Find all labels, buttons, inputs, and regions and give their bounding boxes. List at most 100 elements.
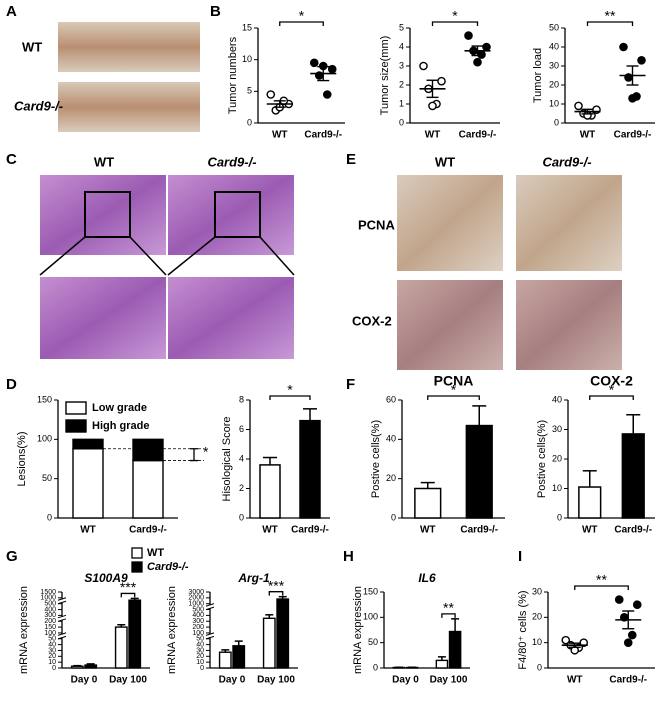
panel-label: D bbox=[6, 376, 17, 393]
axis-break-mark bbox=[57, 635, 67, 640]
y-tick-label: 20 bbox=[386, 473, 396, 483]
data-point bbox=[309, 58, 319, 68]
photo bbox=[58, 22, 200, 72]
y-tick-label: 5 bbox=[399, 22, 404, 32]
axis-break-mark bbox=[57, 614, 67, 619]
y-tick-label: 100 bbox=[44, 630, 56, 637]
y-tick-label: 20 bbox=[552, 453, 562, 463]
significance-bracket bbox=[190, 448, 198, 462]
bar-segment bbox=[132, 438, 164, 462]
y-axis-label: Postive cells(%) bbox=[370, 420, 382, 498]
zoom-line bbox=[167, 236, 216, 276]
bar bbox=[465, 424, 493, 519]
x-tick-label: Day 0 bbox=[219, 675, 246, 686]
significance-label: * bbox=[203, 443, 209, 459]
data-point bbox=[266, 90, 276, 99]
bar bbox=[299, 419, 321, 519]
y-tick-label: 150 bbox=[44, 624, 56, 631]
data-point bbox=[619, 42, 628, 52]
photo bbox=[516, 280, 622, 370]
bar bbox=[114, 626, 128, 669]
bar-segment bbox=[72, 438, 104, 450]
significance-label: * bbox=[287, 382, 293, 398]
y-tick-label: 2000 bbox=[188, 595, 204, 602]
photo bbox=[40, 277, 166, 359]
y-tick-label: 0 bbox=[247, 117, 252, 127]
data-point bbox=[327, 64, 337, 74]
x-tick-label: Card9-/- bbox=[459, 130, 497, 141]
y-tick-label: 40 bbox=[549, 41, 559, 51]
x-tick-label: Card9-/- bbox=[460, 525, 498, 536]
y-tick-label: 300 bbox=[192, 618, 204, 625]
zoom-line bbox=[129, 236, 167, 276]
zoom-line bbox=[259, 236, 295, 276]
y-tick-label: 10 bbox=[196, 659, 204, 666]
y-tick-label: 3000 bbox=[188, 589, 204, 596]
panel-label: E bbox=[346, 151, 356, 168]
y-tick-label: 10 bbox=[242, 54, 252, 64]
axis-break-mark bbox=[205, 635, 215, 640]
significance-bracket bbox=[269, 395, 311, 400]
x-tick-label: Card9-/- bbox=[304, 130, 342, 141]
y-tick-label: 3 bbox=[399, 60, 404, 70]
x-tick-label: Day 100 bbox=[257, 675, 295, 686]
significance-bracket bbox=[120, 592, 136, 598]
y-axis-label: Lesions(%) bbox=[16, 431, 28, 486]
x-tick-label: Day 100 bbox=[109, 675, 147, 686]
axis-break-mark bbox=[57, 632, 67, 636]
y-tick-label: 0 bbox=[554, 117, 559, 127]
y-tick-label: 10 bbox=[549, 98, 559, 108]
bar bbox=[414, 487, 442, 519]
panel-label: C bbox=[6, 151, 17, 168]
significance-bracket bbox=[431, 21, 479, 26]
chart-title: Arg-1 bbox=[237, 571, 270, 585]
y-tick-label: 1 bbox=[399, 98, 404, 108]
data-point bbox=[574, 101, 583, 111]
axis-break-mark bbox=[57, 597, 67, 601]
y-tick-label: 10 bbox=[48, 659, 56, 666]
y-tick-label: 0 bbox=[47, 512, 52, 522]
column-label: WT bbox=[94, 154, 114, 169]
data-point bbox=[473, 57, 482, 67]
legend-swatch bbox=[65, 419, 87, 433]
axis-break bbox=[207, 605, 213, 609]
axis-break-mark bbox=[205, 606, 215, 611]
bar bbox=[448, 630, 462, 669]
x-tick-label: WT bbox=[420, 525, 436, 536]
chart-title: PCNA bbox=[434, 373, 474, 389]
column-label: Card9-/- bbox=[542, 154, 591, 169]
y-tick-label: 50 bbox=[42, 473, 52, 483]
x-tick-label: WT bbox=[272, 130, 288, 141]
significance-label: *** bbox=[120, 579, 137, 595]
y-tick-label: 400 bbox=[44, 606, 56, 613]
panel-label: A bbox=[6, 3, 17, 20]
y-axis-label: Hisological Score bbox=[221, 417, 233, 502]
axis-break-mark bbox=[57, 618, 67, 622]
photo bbox=[397, 175, 503, 271]
data-point bbox=[628, 94, 637, 103]
panel-label: H bbox=[343, 548, 354, 565]
photo bbox=[168, 175, 294, 255]
photo bbox=[397, 280, 503, 370]
x-tick-label: Day 0 bbox=[71, 675, 98, 686]
photo bbox=[516, 175, 622, 271]
panel-label: B bbox=[210, 3, 221, 20]
bar bbox=[259, 464, 281, 519]
y-tick-label: 4 bbox=[239, 453, 244, 463]
chart-title: COX-2 bbox=[590, 373, 633, 389]
y-axis-label: mRNA expression bbox=[18, 586, 30, 674]
significance-label: * bbox=[451, 382, 457, 398]
bar bbox=[128, 599, 142, 669]
y-tick-label: 100 bbox=[363, 612, 378, 622]
data-point bbox=[482, 42, 491, 52]
axis-break bbox=[59, 599, 65, 603]
significance-label: * bbox=[299, 8, 305, 24]
y-tick-label: 30 bbox=[196, 647, 204, 654]
bar bbox=[218, 651, 232, 669]
legend-swatch bbox=[65, 401, 87, 415]
x-tick-label: WT bbox=[80, 525, 96, 536]
significance-label: ** bbox=[443, 600, 454, 616]
x-tick-label: Card9-/- bbox=[129, 525, 167, 536]
y-tick-label: 20 bbox=[196, 653, 204, 660]
y-tick-label: 10 bbox=[552, 483, 562, 493]
